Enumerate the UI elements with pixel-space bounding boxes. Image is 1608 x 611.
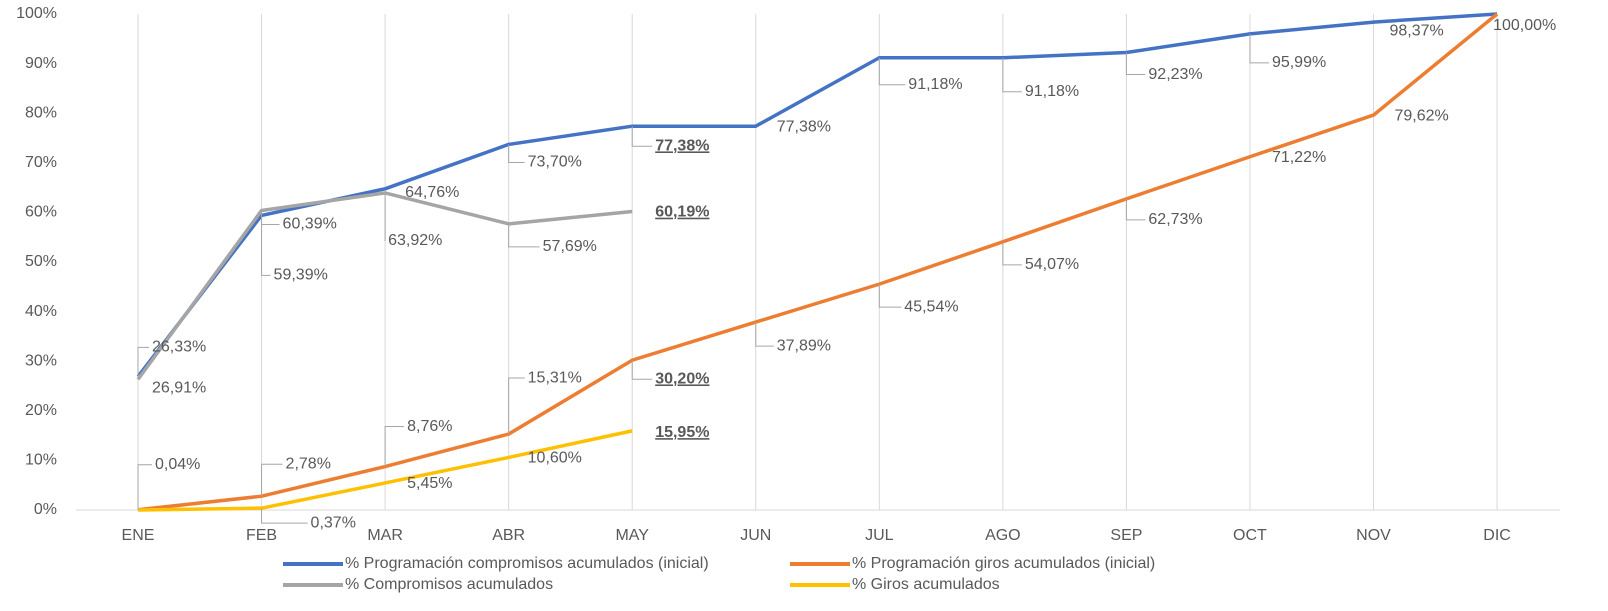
data-label: 91,18% [1025, 83, 1079, 100]
legend-label: % Giros acumulados [852, 576, 1000, 593]
data-label: 26,91% [152, 380, 206, 397]
x-tick-label: DIC [1483, 527, 1511, 544]
data-label: 10,60% [528, 450, 582, 467]
leader-line [261, 215, 271, 276]
leader-line [755, 322, 774, 347]
x-tick-label: MAR [367, 527, 403, 544]
data-label: 15,31% [528, 369, 582, 386]
y-tick-label: 80% [25, 104, 57, 121]
leader-line [1002, 241, 1022, 266]
leader-line [1125, 198, 1146, 221]
leader-line [1249, 33, 1269, 64]
data-label: 15,95% [655, 424, 709, 441]
leader-line [878, 57, 906, 86]
data-label: 73,70% [528, 154, 582, 171]
y-tick-label: 20% [25, 402, 57, 419]
legend-label: % Programación compromisos acumulados (i… [345, 555, 709, 572]
leader-line [384, 426, 405, 467]
y-tick-label: 60% [25, 204, 57, 221]
data-label: 57,69% [543, 238, 597, 255]
leader-line [508, 377, 525, 435]
y-tick-label: 0% [34, 501, 57, 518]
x-tick-label: AGO [985, 527, 1021, 544]
x-tick-label: NOV [1356, 527, 1391, 544]
leader-line [878, 284, 902, 308]
leader-line [261, 210, 280, 225]
data-label: 63,92% [388, 232, 442, 249]
legend-label: % Programación giros acumulados (inicial… [852, 555, 1155, 572]
data-label: 79,62% [1395, 107, 1449, 124]
leader-line [631, 360, 653, 380]
y-tick-label: 100% [16, 5, 57, 22]
data-label: 92,23% [1148, 66, 1202, 83]
data-label: 60,19% [655, 204, 709, 221]
leader-line [137, 346, 149, 380]
data-label: 54,07% [1025, 256, 1079, 273]
x-tick-label: FEB [246, 527, 277, 544]
data-label: 30,20% [655, 370, 709, 387]
x-tick-label: ENE [122, 527, 155, 544]
data-label: 60,39% [283, 216, 337, 233]
y-tick-label: 70% [25, 154, 57, 171]
data-label: 45,54% [904, 298, 958, 315]
data-label: 71,22% [1272, 149, 1326, 166]
leader-line [261, 463, 283, 497]
data-label: 0,37% [311, 514, 356, 531]
data-label: 37,89% [777, 337, 831, 354]
data-label: 100,00% [1493, 17, 1556, 34]
legend-label: % Compromisos acumulados [345, 576, 553, 593]
series-line [136, 12, 1498, 378]
y-tick-label: 10% [25, 452, 57, 469]
y-tick-label: 90% [25, 55, 57, 72]
data-label: 77,38% [777, 118, 831, 135]
data-label: 98,37% [1390, 22, 1444, 39]
x-tick-label: OCT [1233, 527, 1267, 544]
leader-line [261, 508, 308, 524]
data-label: 77,38% [655, 137, 709, 154]
x-tick-label: JUN [740, 527, 771, 544]
x-tick-label: JUL [865, 527, 894, 544]
series-line [137, 12, 1499, 512]
x-tick-label: SEP [1110, 527, 1142, 544]
x-tick-label: ABR [492, 527, 525, 544]
leader-line [137, 464, 152, 510]
data-label: 62,73% [1148, 211, 1202, 228]
data-label: 64,76% [405, 184, 459, 201]
y-tick-label: 40% [25, 303, 57, 320]
data-label: 5,45% [407, 475, 452, 492]
x-tick-label: MAY [615, 527, 649, 544]
y-tick-label: 50% [25, 253, 57, 270]
data-label: 8,76% [407, 418, 452, 435]
leader-line [1125, 52, 1146, 76]
data-label: 95,99% [1272, 54, 1326, 71]
data-label: 0,04% [155, 456, 200, 473]
leader-line [1002, 57, 1022, 93]
data-label: 26,33% [152, 339, 206, 356]
data-label: 91,18% [908, 76, 962, 93]
leader-line [631, 126, 653, 147]
leader-line [508, 223, 540, 248]
data-label: 2,78% [286, 455, 331, 472]
series-line [137, 429, 633, 512]
y-tick-label: 30% [25, 352, 57, 369]
leader-line [508, 144, 525, 163]
data-label: 59,39% [274, 267, 328, 284]
